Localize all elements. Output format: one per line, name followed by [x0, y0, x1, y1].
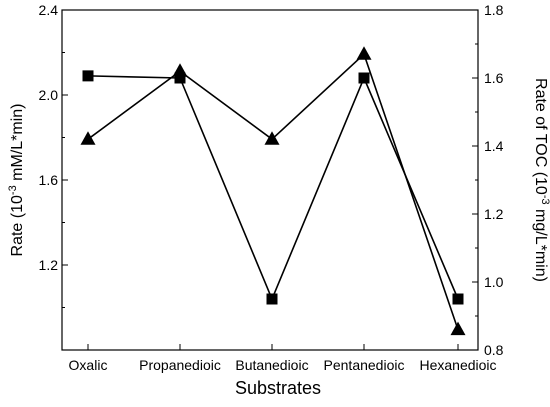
- y-left-tick-label: 2.4: [39, 2, 59, 18]
- axes-layer: [61, 9, 479, 351]
- x-tick-label: Hexanedioic: [419, 357, 496, 373]
- y-right-tick-label: 1.4: [484, 138, 504, 154]
- square-marker: [452, 293, 464, 305]
- y-left-tick-label: 2.0: [39, 87, 59, 103]
- square-marker: [358, 72, 370, 84]
- y-right-tick-label: 1.2: [484, 206, 504, 222]
- triangle-marker: [450, 321, 466, 336]
- y-right-tick-label: 0.8: [484, 342, 504, 358]
- square-marker: [266, 293, 278, 305]
- y-right-tick-label: 1.8: [484, 2, 504, 18]
- triangle-marker: [264, 131, 280, 145]
- y-left-axis-title: Rate (10-3 mM/L*min): [7, 104, 26, 257]
- y-left-tick-label: 1.2: [39, 257, 59, 273]
- y-right-axis-title: Rate of TOC (10-3 mg/L*min): [532, 78, 550, 282]
- y-right-tick-label: 1.0: [484, 274, 504, 290]
- labels-layer: Oxalic Propanedioic Butanedioic Pentanedioi…: [7, 2, 550, 398]
- square-marker: [82, 70, 94, 82]
- x-tick-label: Propanedioic: [139, 357, 221, 373]
- triangle-marker: [356, 46, 372, 60]
- y-left-tick-label: 1.6: [39, 172, 59, 188]
- x-tick-label: Oxalic: [69, 357, 108, 373]
- triangle-marker: [80, 131, 96, 145]
- series-0-line: [87, 75, 459, 302]
- series-1-line: [87, 52, 459, 330]
- x-tick-label: Butanedioic: [235, 357, 308, 373]
- y-right-tick-label: 1.6: [484, 70, 504, 86]
- series-layer: [80, 46, 466, 336]
- triangle-marker: [172, 63, 188, 77]
- square-marker: [174, 72, 186, 84]
- x-tick-label: Pentanedioic: [324, 357, 405, 373]
- x-axis-title: Substrates: [235, 378, 321, 398]
